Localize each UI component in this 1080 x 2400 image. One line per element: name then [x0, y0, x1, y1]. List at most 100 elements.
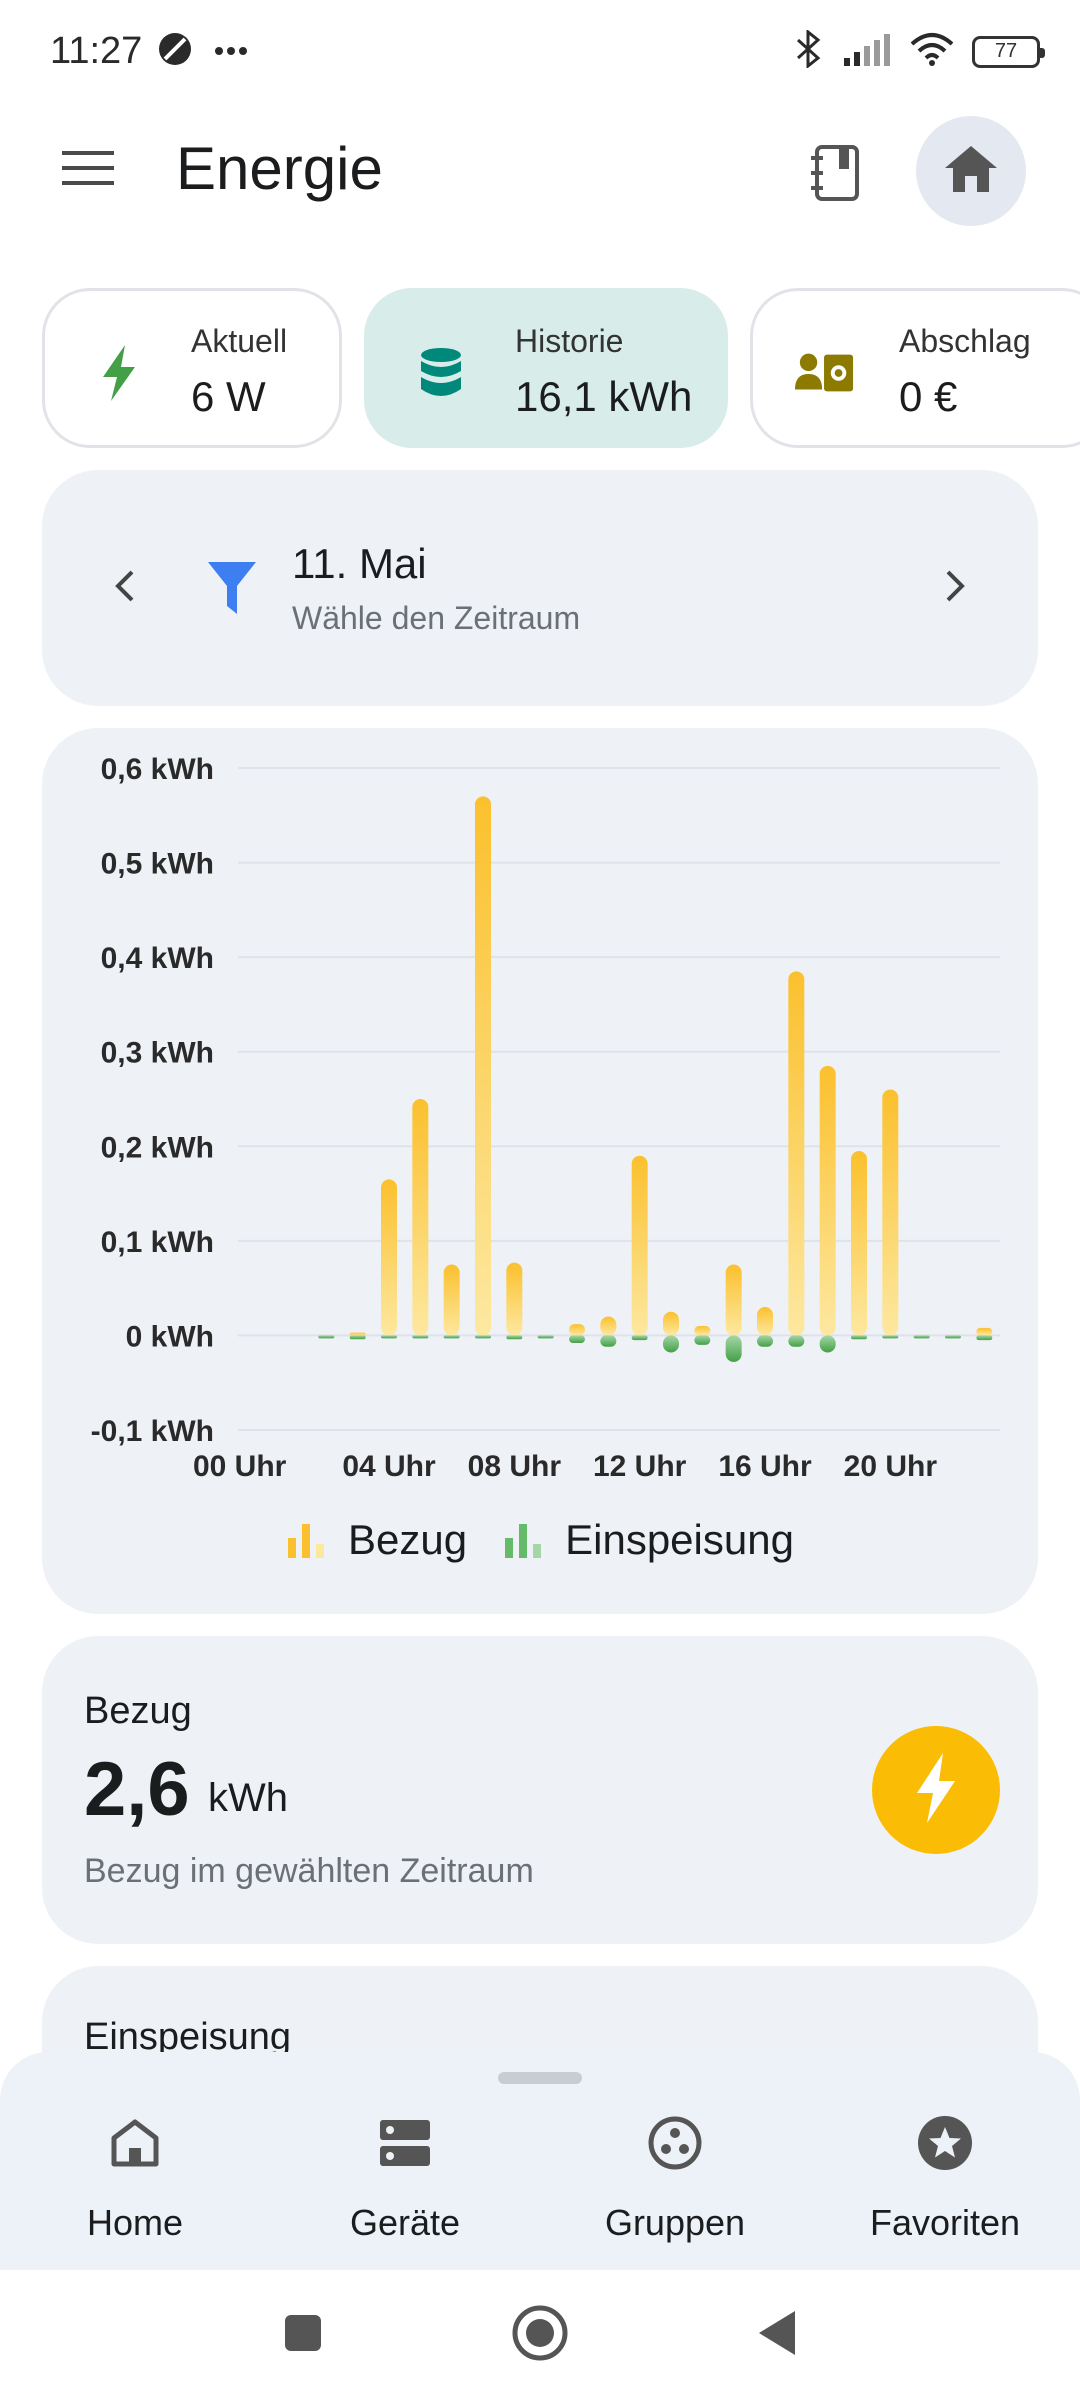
chart-bars [318, 796, 993, 1362]
system-navigation-bar [0, 2270, 1080, 2400]
bezug-bar [600, 1316, 617, 1336]
x-axis-labels: 00 Uhr 04 Uhr 08 Uhr 12 Uhr 16 Uhr 20 Uhr [193, 1450, 937, 1483]
status-time: 11:27 [50, 30, 143, 72]
bezug-bar [475, 796, 491, 1336]
bezug-bar [569, 1324, 585, 1336]
bezug-bar [976, 1327, 993, 1336]
einspeisung-bar [506, 1335, 523, 1340]
bolt-icon [89, 343, 149, 403]
date-subtitle: Wähle den Zeitraum [292, 600, 581, 636]
einspeisung-bar [475, 1335, 491, 1339]
x-tick-label: 12 Uhr [593, 1450, 687, 1483]
home-button[interactable] [916, 116, 1026, 226]
home-outline-icon [100, 2108, 170, 2178]
devices-icon [370, 2108, 440, 2178]
einspeisung-bar [569, 1335, 585, 1343]
recents-button[interactable] [268, 2300, 338, 2370]
y-axis-labels: 0,6 kWh 0,5 kWh 0,4 kWh 0,3 kWh 0,2 kWh 0,1 k… [91, 753, 214, 1448]
page-title: Energie [176, 135, 383, 202]
chip-aktuell[interactable]: Aktuell 6 W [42, 288, 342, 448]
bezug-bar [819, 1065, 836, 1336]
payment-icon [795, 343, 855, 403]
app-bar: Energie [0, 110, 1080, 230]
more-dots-icon [214, 43, 248, 61]
einspeisung-bar [757, 1335, 773, 1347]
y-tick-label: 0,3 kWh [101, 1037, 214, 1070]
nav-label: Home [86, 2202, 184, 2243]
einspeisung-bar [945, 1335, 961, 1339]
nav-item-gruppen[interactable]: Gruppen [540, 2100, 810, 2260]
legend-item-bezug[interactable]: Bezug [286, 1516, 467, 1564]
journal-icon [809, 144, 861, 207]
nav-label: Favoriten [869, 2202, 1021, 2243]
chart-grid [238, 767, 1000, 1431]
einspeisung-bar [976, 1335, 993, 1341]
einspeisung-bar [381, 1335, 397, 1339]
einspeisung-bar [851, 1335, 867, 1340]
bezug-bar [757, 1307, 773, 1336]
bezug-bar [694, 1325, 711, 1336]
einspeisung-bar [631, 1335, 648, 1341]
nav-item-home[interactable]: Home [0, 2100, 270, 2260]
x-tick-label: 20 Uhr [844, 1450, 938, 1483]
system-home-button[interactable] [505, 2300, 575, 2370]
menu-icon [62, 149, 114, 192]
bar-chart-icon [505, 1524, 542, 1558]
recents-icon [283, 2313, 323, 2358]
bezug-bar [349, 1332, 366, 1336]
menu-button[interactable] [48, 140, 128, 200]
chip-value: 6 W [191, 373, 266, 420]
chip-value: 0 € [899, 373, 958, 420]
einspeisung-bar [819, 1335, 836, 1353]
bezug-bar [631, 1155, 648, 1336]
einspeisung-bar [443, 1335, 460, 1339]
x-tick-label: 04 Uhr [342, 1450, 436, 1483]
chip-abschlag[interactable]: Abschlag 0 € [750, 288, 1080, 448]
chart-legend: Bezug Einspeisung [42, 1516, 1038, 1564]
signal-icon [842, 32, 892, 71]
bluetooth-icon [794, 28, 824, 73]
battery-level: 77 [994, 40, 1018, 62]
database-icon [411, 343, 471, 403]
chevron-right-icon [944, 568, 968, 609]
nav-label: Gruppen [604, 2202, 746, 2243]
groups-icon [640, 2108, 710, 2178]
bolt-icon [911, 1751, 961, 1830]
y-tick-label: 0,4 kWh [101, 942, 214, 975]
einspeisung-bar [663, 1335, 679, 1353]
bezug-value: 2,6 [84, 1747, 190, 1832]
einspeisung-bar [694, 1335, 711, 1345]
nav-item-geraete[interactable]: Geräte [270, 2100, 540, 2260]
bezug-unit: kWh [208, 1776, 288, 1820]
journal-button[interactable] [790, 130, 880, 220]
einspeisung-title: Einspeisung [84, 2016, 292, 2058]
back-button[interactable] [742, 2300, 812, 2370]
bezug-bar [381, 1179, 397, 1336]
chip-label: Aktuell [191, 323, 288, 359]
home-icon [943, 144, 999, 199]
chip-label: Abschlag [899, 323, 1031, 359]
bezug-bar [663, 1311, 679, 1336]
bezug-title: Bezug [84, 1690, 192, 1732]
date-range-card[interactable]: 11. Mai Wähle den Zeitraum [42, 470, 1038, 706]
bezug-bar [412, 1099, 429, 1336]
chevron-left-icon [112, 568, 136, 609]
einspeisung-bar [788, 1335, 805, 1347]
bar-chart-icon [288, 1524, 325, 1558]
bezug-summary-card[interactable]: Bezug 2,6 kWh Bezug im gewählten Zeitrau… [42, 1636, 1038, 1944]
chip-historie[interactable]: Historie 16,1 kWh [364, 288, 728, 448]
next-period-button[interactable] [926, 558, 986, 618]
drag-handle[interactable] [498, 2072, 582, 2084]
bezug-bar [851, 1151, 867, 1336]
y-tick-label: 0,6 kWh [101, 753, 214, 786]
y-tick-label: 0,5 kWh [101, 848, 214, 881]
einspeisung-bar [882, 1335, 899, 1339]
nav-label: Geräte [349, 2202, 461, 2243]
bezug-description: Bezug im gewählten Zeitraum [84, 1852, 534, 1890]
date-title: 11. Mai [292, 540, 427, 587]
einspeisung-bar [725, 1335, 742, 1362]
nav-item-favoriten[interactable]: Favoriten [810, 2100, 1080, 2260]
legend-item-einspeisung[interactable]: Einspeisung [503, 1516, 794, 1564]
previous-period-button[interactable] [94, 558, 154, 618]
chart-canvas: 0,6 kWh 0,5 kWh 0,4 kWh 0,3 kWh 0,2 kWh 0,1 k… [91, 753, 1000, 1483]
